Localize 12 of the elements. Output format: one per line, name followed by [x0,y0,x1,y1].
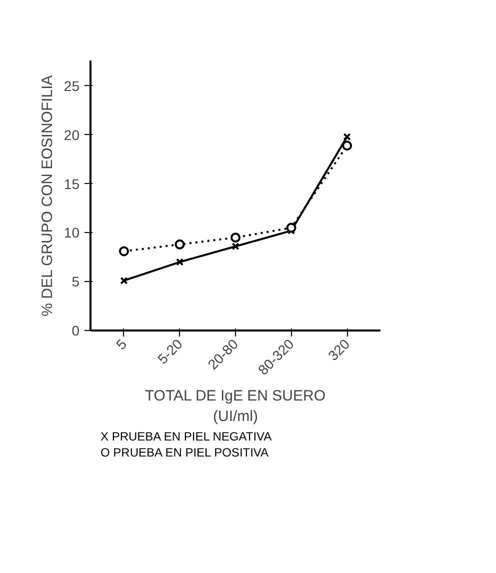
y-tick-label: 15 [64,176,80,192]
y-tick-label: 25 [64,78,80,94]
x-axis-title: TOTAL DE IgE EN SUERO (UI/ml) [144,387,326,425]
y-tick-label: 20 [64,126,80,143]
y-tick-label: 10 [64,224,80,241]
y-tick-label: 0 [72,322,80,338]
text: X PRUEBA EN PIEL NEGATIVA [100,430,272,444]
y-axis-title: % DEL GRUPO CON EOSINOFILIA [38,75,56,316]
y-tick-label: 5 [72,274,80,290]
text: O PRUEBA EN PIEL POSITIVA [100,446,269,460]
x-tick-label: 5 [112,336,130,353]
x-tick-label: 320 [324,336,353,364]
